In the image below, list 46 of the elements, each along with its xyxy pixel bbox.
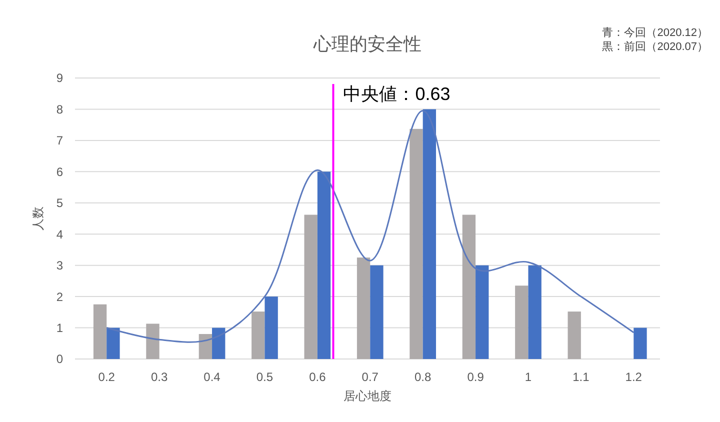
x-tick-label: 1.1 [572, 370, 590, 384]
chart-title: 心理的安全性 [312, 34, 422, 54]
y-tick-label: 2 [56, 290, 64, 304]
bar [528, 265, 542, 359]
x-tick-label: 0.7 [362, 370, 379, 384]
y-tick-label: 0 [56, 352, 64, 366]
y-tick-label: 5 [56, 196, 64, 210]
bar [146, 324, 160, 359]
y-tick-label: 7 [56, 134, 64, 148]
x-tick-label: 0.9 [467, 370, 484, 384]
bar [212, 328, 226, 359]
bar [252, 312, 265, 359]
x-tick-label: 0.2 [98, 370, 116, 384]
bar [304, 214, 318, 359]
y-tick-label: 6 [56, 164, 64, 179]
y-tick-label: 4 [56, 227, 64, 242]
bar [410, 128, 423, 359]
y-tick-label: 3 [56, 258, 64, 273]
bar [264, 296, 278, 359]
ref-line-label: 中央値：0.63 [343, 84, 450, 104]
x-tick-label: 0.4 [204, 370, 221, 384]
bar [462, 214, 476, 359]
text: 黒：前回（2020.07） [602, 41, 708, 53]
y-tick-label: 9 [56, 71, 64, 86]
bar [422, 109, 436, 359]
bar [198, 334, 212, 359]
bar [356, 258, 370, 359]
bar [106, 328, 120, 359]
y-tick-label: 1 [56, 320, 64, 335]
text: 青：今回（2020.12） [602, 26, 708, 39]
bar [93, 304, 107, 359]
bar [370, 265, 384, 359]
y-tick-label: 8 [56, 102, 64, 116]
x-tick-label: 0.5 [256, 370, 274, 384]
bar [476, 265, 489, 359]
bar [515, 286, 528, 359]
y-axis-title: 人数 [31, 206, 45, 230]
bar [634, 328, 647, 359]
x-tick-label: 1.2 [625, 370, 642, 384]
x-axis-title: 居心地度 [344, 389, 392, 403]
x-tick-label: 0.6 [309, 370, 326, 384]
x-tick-label: 1 [524, 370, 532, 384]
bar [568, 312, 581, 359]
x-tick-label: 0.8 [414, 370, 432, 384]
x-tick-label: 0.3 [150, 370, 168, 384]
bar [317, 172, 331, 359]
